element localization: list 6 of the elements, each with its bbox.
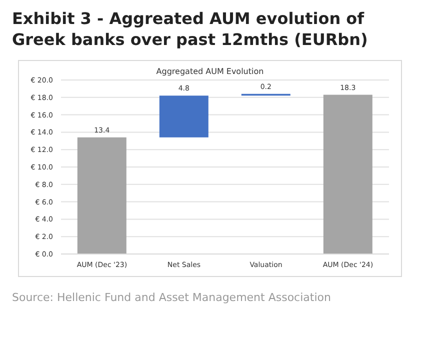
- chart-title: Exhibit 3 - Aggreated AUM evolution of Greek banks over past 12mths (EURbn): [12, 8, 369, 50]
- bar: [159, 96, 208, 138]
- chart-subtitle: Aggregated AUM Evolution: [155, 67, 265, 76]
- bar: [323, 94, 372, 254]
- bar: [77, 137, 126, 254]
- source-note: Source: Hellenic Fund and Asset Management Association: [12, 291, 332, 304]
